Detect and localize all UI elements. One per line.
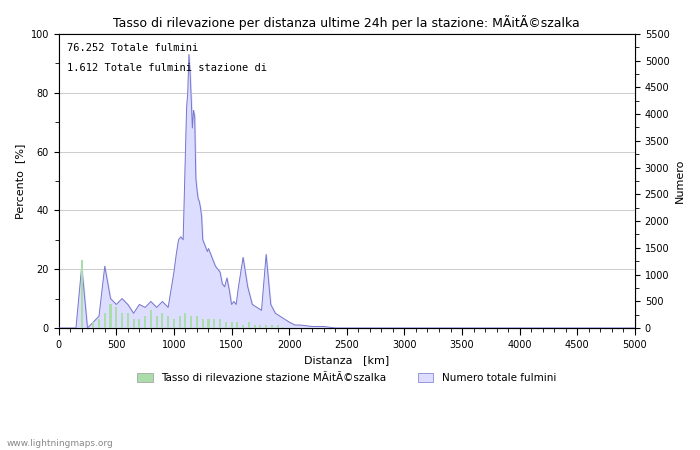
Legend: Tasso di rilevazione stazione MÃitÃ©szalka, Numero totale fulmini: Tasso di rilevazione stazione MÃitÃ©szal…	[133, 369, 560, 387]
Bar	[173, 319, 175, 328]
Bar	[155, 316, 158, 328]
Bar	[132, 319, 134, 328]
Bar	[202, 319, 204, 328]
Bar	[219, 319, 221, 328]
Bar	[265, 325, 267, 328]
Bar	[207, 319, 209, 328]
Bar	[276, 325, 279, 328]
Bar	[190, 316, 192, 328]
Bar	[230, 322, 232, 328]
Bar	[162, 313, 163, 328]
Bar	[253, 325, 256, 328]
Text: www.lightningmaps.org: www.lightningmaps.org	[7, 439, 113, 448]
Text: 76.252 Totale fulmini: 76.252 Totale fulmini	[67, 43, 199, 53]
Bar	[214, 319, 216, 328]
Bar	[225, 322, 227, 328]
X-axis label: Distanza   [km]: Distanza [km]	[304, 356, 389, 365]
Y-axis label: Numero: Numero	[675, 159, 685, 203]
Bar	[237, 322, 238, 328]
Bar	[259, 325, 261, 328]
Y-axis label: Percento  [%]: Percento [%]	[15, 143, 25, 219]
Bar	[242, 325, 244, 328]
Bar	[271, 325, 273, 328]
Bar	[248, 322, 250, 328]
Bar	[282, 327, 284, 328]
Bar	[121, 313, 123, 328]
Bar	[98, 319, 100, 328]
Bar	[116, 307, 118, 328]
Bar	[109, 305, 111, 328]
Bar	[139, 319, 141, 328]
Text: 1.612 Totale fulmini stazione di: 1.612 Totale fulmini stazione di	[67, 63, 267, 73]
Bar	[196, 316, 198, 328]
Bar	[178, 316, 181, 328]
Title: Tasso di rilevazione per distanza ultime 24h per la stazione: MÃitÃ©szalka: Tasso di rilevazione per distanza ultime…	[113, 15, 580, 30]
Bar	[184, 313, 186, 328]
Bar	[80, 261, 83, 328]
Bar	[127, 313, 129, 328]
Bar	[104, 313, 106, 328]
Bar	[92, 322, 95, 328]
Bar	[167, 316, 169, 328]
Bar	[144, 316, 146, 328]
Bar	[150, 310, 152, 328]
